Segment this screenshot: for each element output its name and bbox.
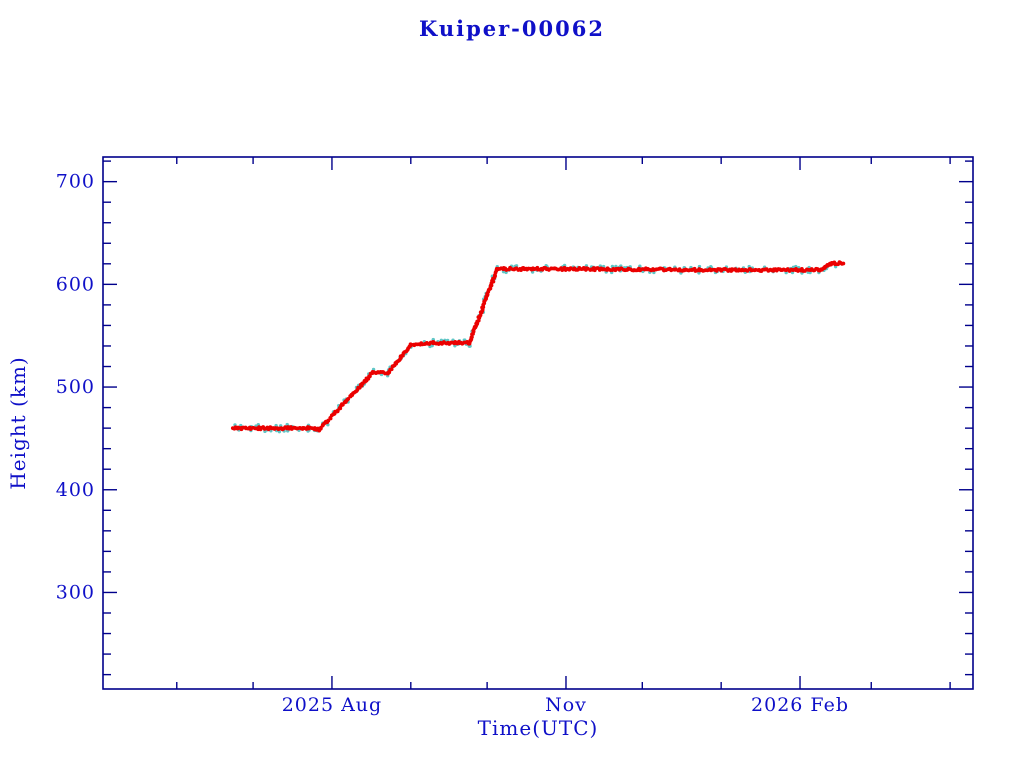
y-tick-label: 300 xyxy=(56,581,95,603)
y-axis-label: Height (km) xyxy=(6,356,30,490)
data-point xyxy=(389,367,394,372)
axes xyxy=(102,156,974,690)
x-tick-label: 2026 Feb xyxy=(751,694,849,716)
series-height-red xyxy=(230,260,846,433)
chart-title: Kuiper-00062 xyxy=(419,16,605,41)
series-underlay-teal xyxy=(233,263,838,434)
data-point xyxy=(485,292,490,297)
plot-frame xyxy=(102,156,974,690)
x-tick-label: Nov xyxy=(545,694,587,716)
data-point xyxy=(469,335,474,340)
y-tick-label: 600 xyxy=(56,273,95,295)
x-tick-label: 2025 Aug xyxy=(282,694,383,716)
tick-labels: 300 400 500 600 700 2025 Aug Nov 2026 Feb xyxy=(56,171,849,716)
y-tick-label: 700 xyxy=(56,171,95,193)
data-point xyxy=(841,261,846,266)
data-point xyxy=(328,416,333,421)
x-axis-label: Time(UTC) xyxy=(477,716,599,740)
data-point xyxy=(491,279,496,284)
y-tick-label: 500 xyxy=(56,376,95,398)
data-point xyxy=(346,396,351,401)
y-tick-label: 400 xyxy=(56,479,95,501)
